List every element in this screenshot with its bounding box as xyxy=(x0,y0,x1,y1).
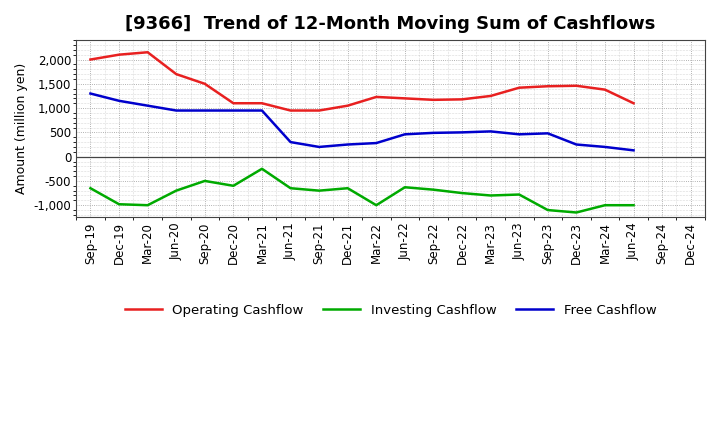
Operating Cashflow xyxy=(515,85,523,90)
Investing Cashflow xyxy=(400,185,409,190)
Free Cashflow xyxy=(229,108,238,113)
Operating Cashflow xyxy=(572,83,581,88)
Free Cashflow xyxy=(315,144,323,150)
Operating Cashflow xyxy=(200,81,209,86)
Free Cashflow xyxy=(572,142,581,147)
Operating Cashflow xyxy=(343,103,352,108)
Operating Cashflow xyxy=(629,101,638,106)
Investing Cashflow xyxy=(429,187,438,192)
Operating Cashflow xyxy=(544,84,552,89)
Investing Cashflow xyxy=(486,193,495,198)
Free Cashflow xyxy=(629,148,638,153)
Operating Cashflow xyxy=(315,108,323,113)
Legend: Operating Cashflow, Investing Cashflow, Free Cashflow: Operating Cashflow, Investing Cashflow, … xyxy=(120,298,662,322)
Investing Cashflow xyxy=(200,178,209,183)
Investing Cashflow xyxy=(229,183,238,188)
Investing Cashflow xyxy=(114,202,123,207)
Investing Cashflow xyxy=(172,188,181,193)
Operating Cashflow xyxy=(429,97,438,103)
Investing Cashflow xyxy=(544,207,552,213)
Free Cashflow xyxy=(429,130,438,136)
Operating Cashflow xyxy=(143,50,152,55)
Free Cashflow xyxy=(515,132,523,137)
Operating Cashflow xyxy=(86,57,95,62)
Free Cashflow xyxy=(287,139,295,145)
Operating Cashflow xyxy=(372,94,381,99)
Free Cashflow xyxy=(600,144,609,150)
Operating Cashflow xyxy=(287,108,295,113)
Line: Free Cashflow: Free Cashflow xyxy=(91,94,634,150)
Free Cashflow xyxy=(343,142,352,147)
Free Cashflow xyxy=(172,108,181,113)
Free Cashflow xyxy=(400,132,409,137)
Operating Cashflow xyxy=(172,71,181,77)
Operating Cashflow xyxy=(114,52,123,57)
Investing Cashflow xyxy=(515,192,523,197)
Free Cashflow xyxy=(258,108,266,113)
Investing Cashflow xyxy=(315,188,323,193)
Investing Cashflow xyxy=(629,202,638,208)
Operating Cashflow xyxy=(258,101,266,106)
Title: [9366]  Trend of 12-Month Moving Sum of Cashflows: [9366] Trend of 12-Month Moving Sum of C… xyxy=(125,15,656,33)
Line: Investing Cashflow: Investing Cashflow xyxy=(91,169,634,213)
Operating Cashflow xyxy=(600,87,609,92)
Investing Cashflow xyxy=(343,186,352,191)
Operating Cashflow xyxy=(229,101,238,106)
Free Cashflow xyxy=(114,98,123,103)
Operating Cashflow xyxy=(400,96,409,101)
Y-axis label: Amount (million yen): Amount (million yen) xyxy=(15,63,28,194)
Investing Cashflow xyxy=(372,202,381,208)
Free Cashflow xyxy=(372,140,381,146)
Free Cashflow xyxy=(86,91,95,96)
Free Cashflow xyxy=(143,103,152,108)
Investing Cashflow xyxy=(600,202,609,208)
Investing Cashflow xyxy=(458,191,467,196)
Free Cashflow xyxy=(458,130,467,135)
Operating Cashflow xyxy=(486,93,495,99)
Investing Cashflow xyxy=(86,186,95,191)
Investing Cashflow xyxy=(258,166,266,172)
Investing Cashflow xyxy=(572,210,581,215)
Line: Operating Cashflow: Operating Cashflow xyxy=(91,52,634,110)
Free Cashflow xyxy=(486,129,495,134)
Investing Cashflow xyxy=(287,186,295,191)
Operating Cashflow xyxy=(458,97,467,102)
Investing Cashflow xyxy=(143,202,152,208)
Free Cashflow xyxy=(544,131,552,136)
Free Cashflow xyxy=(200,108,209,113)
